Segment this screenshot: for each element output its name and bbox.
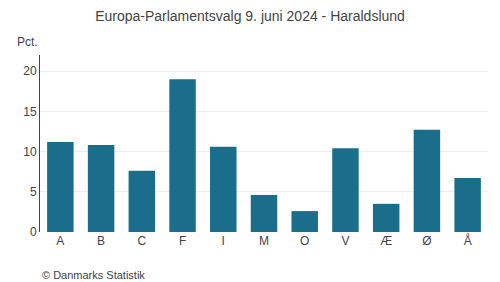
svg-text:O: O (300, 234, 309, 248)
svg-text:Pct.: Pct. (17, 35, 38, 49)
svg-text:5: 5 (30, 185, 37, 199)
svg-text:A: A (56, 234, 64, 248)
svg-text:I: I (222, 234, 225, 248)
svg-text:Ø: Ø (422, 234, 431, 248)
svg-text:C: C (137, 234, 146, 248)
svg-text:© Danmarks Statistik: © Danmarks Statistik (42, 269, 145, 281)
svg-text:M: M (259, 234, 269, 248)
svg-text:15: 15 (23, 105, 37, 119)
svg-text:B: B (97, 234, 105, 248)
svg-text:V: V (341, 234, 349, 248)
svg-text:Æ: Æ (380, 234, 392, 248)
svg-text:0: 0 (30, 225, 37, 239)
svg-text:Å: Å (464, 233, 472, 248)
svg-text:10: 10 (23, 145, 37, 159)
svg-text:Europa-Parlamentsvalg 9. juni: Europa-Parlamentsvalg 9. juni 2024 - Har… (95, 8, 405, 24)
svg-text:20: 20 (23, 64, 37, 78)
svg-text:F: F (179, 234, 186, 248)
